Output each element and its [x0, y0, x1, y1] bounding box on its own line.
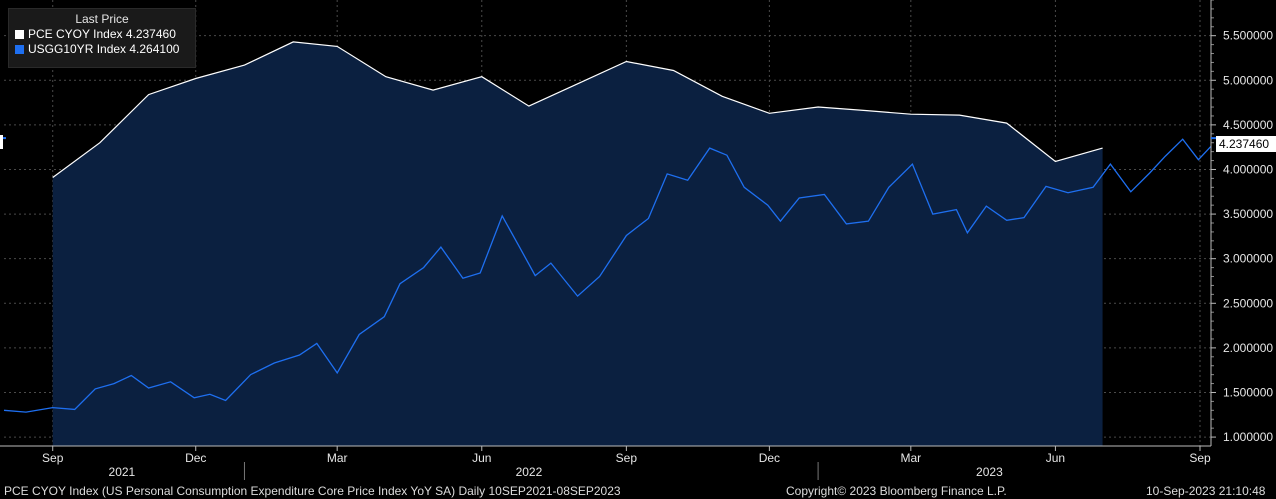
y-tick-label: 2.500000: [1223, 296, 1273, 310]
footer-timestamp: 10-Sep-2023 21:10:48: [1146, 484, 1266, 498]
legend: Last Price PCE CYOY Index 4.237460 USGG1…: [8, 8, 196, 68]
y-tick-label: 1.500000: [1223, 385, 1273, 399]
year-label: 2021: [109, 465, 136, 479]
y-tick-label: 3.500000: [1223, 207, 1273, 221]
usgg10yr-line: [3, 138, 1212, 413]
y-tick-label: 2.000000: [1223, 341, 1273, 355]
legend-swatch-pce: [15, 29, 24, 39]
y-tick-label: 5.000000: [1223, 73, 1273, 87]
legend-item-usgg10yr: USGG10YR Index 4.264100: [9, 42, 195, 56]
x-tick-label: Mar: [327, 451, 348, 465]
series-lines: [3, 41, 1212, 413]
year-label: 2022: [516, 465, 543, 479]
x-tick-label: Jun: [1046, 451, 1065, 465]
x-tick-label: Dec: [759, 451, 780, 465]
y-tick-label: 1.000000: [1223, 430, 1273, 444]
x-axis: Sep Dec Mar Jun Sep Dec Mar Jun Sep 2021 2022 2023: [0, 445, 1211, 480]
y-tick-label: 4.000000: [1223, 162, 1273, 176]
x-tick-label: Sep: [1189, 451, 1211, 465]
line-area-chart: 1.000000 1.500000 2.000000 2.500000 3.000000…: [0, 0, 1276, 482]
footer-description: PCE CYOY Index (US Personal Consumption …: [4, 484, 621, 498]
x-tick-label: Dec: [185, 451, 206, 465]
footer-copyright: Copyright© 2023 Bloomberg Finance L.P.: [786, 484, 1007, 498]
legend-item-pce: PCE CYOY Index 4.237460: [9, 27, 195, 41]
y-tick-label: 5.500000: [1223, 29, 1273, 43]
y-tick-label: 4.500000: [1223, 118, 1273, 132]
legend-swatch-usgg10yr: [15, 44, 24, 54]
current-value-marker-left: [0, 135, 3, 149]
legend-label-usgg10yr: USGG10YR Index 4.264100: [28, 42, 180, 56]
x-tick-label: Sep: [616, 451, 638, 465]
y-tick-label: 3.000000: [1223, 252, 1273, 266]
year-label: 2023: [976, 465, 1003, 479]
x-tick-label: Mar: [900, 451, 921, 465]
footer: PCE CYOY Index (US Personal Consumption …: [0, 482, 1276, 499]
pce-line: [52, 41, 1103, 178]
x-tick-label: Jun: [472, 451, 491, 465]
last-value-label: 4.237460: [1216, 136, 1276, 152]
legend-label-pce: PCE CYOY Index 4.237460: [28, 27, 176, 41]
legend-title: Last Price: [75, 12, 129, 26]
x-tick-label: Sep: [42, 451, 64, 465]
